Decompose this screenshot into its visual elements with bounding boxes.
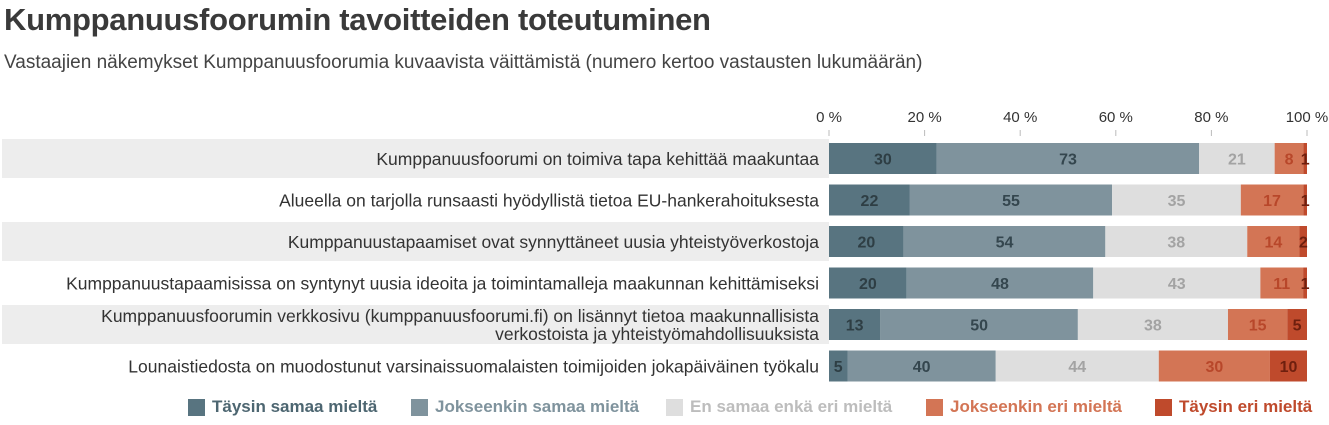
bar-segment [1303, 143, 1307, 174]
bar-segment [1299, 226, 1307, 257]
legend-swatch [411, 398, 428, 416]
legend-swatch [188, 398, 205, 416]
x-tick-label: 20 % [907, 109, 941, 126]
bar-segment [1158, 350, 1270, 382]
category-label: Kumppanuusfoorumi on toimiva tapa kehitt… [376, 149, 819, 169]
data-label: 8 [1285, 152, 1294, 169]
bar-segment [936, 143, 1200, 174]
data-label: 30 [874, 152, 892, 169]
bar-segment [829, 143, 937, 174]
data-label: 30 [1205, 359, 1223, 376]
data-label: 14 [1264, 235, 1282, 252]
x-tick-label: 0 % [816, 109, 842, 126]
bar-segment [995, 350, 1159, 382]
data-label: 2 [1299, 235, 1308, 252]
data-label: 44 [1068, 359, 1086, 376]
bar-segment [1240, 184, 1304, 216]
x-tick-label: 60 % [1099, 109, 1133, 126]
data-label: 21 [1228, 152, 1246, 169]
legend-swatch [1155, 398, 1172, 416]
data-label: 15 [1249, 318, 1267, 335]
category-label: verkostoista ja yhteistyömahdollisuuksis… [495, 324, 819, 344]
bar-segment [847, 350, 996, 382]
data-label: 55 [1002, 193, 1020, 210]
category-label: Kumppanuustapaamisissa on syntynyt uusia… [66, 274, 819, 294]
bar-segment [1199, 143, 1275, 174]
row-band [2, 222, 829, 261]
bar-segment [1105, 226, 1248, 257]
bar-segment [829, 309, 881, 340]
legend-swatch [666, 398, 683, 416]
data-label: 35 [1168, 193, 1186, 210]
stacked-bar-chart: 0 % 20 % 40 % 60 % 80 % 100 % Kumppanuusfoorum… [2, 109, 1329, 386]
legend-item: Täysin samaa mieltä [188, 397, 377, 417]
data-label: 22 [861, 193, 879, 210]
data-label: 11 [1273, 276, 1290, 293]
bar-segment [1303, 267, 1307, 299]
bar-segment [1227, 309, 1288, 340]
category-label: Kumppanuustapaamiset ovat synnyttäneet u… [288, 232, 819, 252]
chart-title: Kumppanuusfoorumin tavoitteiden toteutum… [4, 2, 711, 37]
data-label: 5 [1293, 318, 1302, 335]
x-tick-label: 40 % [1003, 109, 1037, 126]
data-label: 10 [1280, 359, 1298, 376]
bar-segment [903, 226, 1106, 257]
legend-item: Täysin eri mieltä [1155, 397, 1312, 417]
data-label: 1 [1301, 276, 1310, 293]
bar-segment [909, 184, 1113, 216]
row-band [2, 139, 829, 178]
bar-segment [1260, 267, 1304, 299]
row-band [2, 180, 829, 220]
legend-item: En samaa enkä eri mieltä [666, 397, 892, 417]
data-label: 5 [834, 359, 843, 376]
bar-segment [1247, 226, 1300, 257]
bar-segment [1077, 309, 1228, 340]
bar-segment [829, 350, 848, 382]
category-label: Kumppanuusfoorumin verkkosivu (kumppanuu… [101, 306, 819, 326]
x-tick-label: 80 % [1194, 109, 1228, 126]
bar-segment [880, 309, 1078, 340]
chart-legend: Täysin samaa mieltä Jokseenkin samaa miel… [0, 397, 1329, 425]
bar-segment [1303, 184, 1307, 216]
data-label: 20 [859, 276, 877, 293]
bar-segment [829, 184, 910, 216]
data-label: 48 [991, 276, 1009, 293]
chart-subtitle: Vastaajien näkemykset Kumppanuusfoorumia… [4, 52, 923, 73]
bar-segment [1269, 350, 1307, 382]
x-tick-label: 100 % [1286, 109, 1329, 126]
row-band [2, 305, 829, 344]
data-label: 17 [1263, 193, 1281, 210]
legend-swatch [926, 398, 943, 416]
legend-label: En samaa enkä eri mieltä [690, 397, 893, 416]
data-label: 40 [913, 359, 931, 376]
bar-segment [1274, 143, 1304, 174]
category-label: Alueella on tarjolla runsaasti hyödyllis… [279, 191, 819, 211]
bar-segment [829, 267, 907, 299]
legend-item: Jokseenkin eri mieltä [926, 397, 1122, 417]
bar-segment [829, 226, 904, 257]
bar-segment [1112, 184, 1241, 216]
data-label: 1 [1301, 193, 1310, 210]
row-band [2, 346, 829, 386]
row-band [2, 263, 829, 303]
bar-segment [906, 267, 1094, 299]
data-label: 50 [970, 318, 988, 335]
data-label: 13 [846, 318, 864, 335]
data-label: 54 [996, 235, 1014, 252]
data-label: 38 [1144, 318, 1162, 335]
category-label: Lounaistiedosta on muodostunut varsinais… [128, 357, 819, 377]
data-label: 20 [857, 235, 875, 252]
legend-item: Jokseenkin samaa mieltä [411, 397, 639, 417]
data-label: 43 [1168, 276, 1186, 293]
legend-label: Jokseenkin eri mieltä [950, 397, 1122, 416]
data-label: 38 [1167, 235, 1185, 252]
bar-segment [1287, 309, 1307, 340]
bar-segment [1093, 267, 1261, 299]
data-label: 1 [1301, 152, 1310, 169]
data-label: 73 [1059, 152, 1077, 169]
legend-label: Täysin eri mieltä [1179, 397, 1313, 416]
legend-label: Jokseenkin samaa mieltä [435, 397, 640, 416]
legend-label: Täysin samaa mieltä [212, 397, 378, 416]
